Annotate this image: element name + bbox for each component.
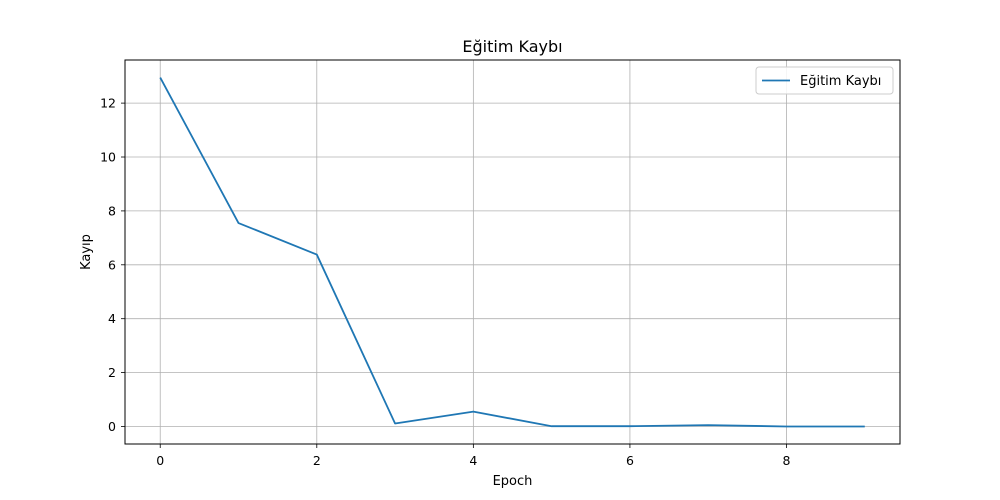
legend-box [755,66,894,95]
x-tick-label: 2 [313,453,321,468]
y-tick-label: 0 [108,419,116,434]
ticks: 0 2 4 6 8 0 2 4 6 8 10 12 [100,96,790,468]
x-tick-label: 4 [469,453,477,468]
x-tick-label: 8 [783,453,791,468]
y-tick-label: 6 [108,257,116,272]
series-layer [159,77,865,428]
y-tick-label: 12 [100,96,116,111]
plot-frame [124,59,901,445]
y-tick-label: 8 [108,203,116,218]
y-tick-label: 10 [100,150,116,165]
x-tick-label: 0 [156,453,164,468]
y-axis-label: Kayıp [79,234,94,270]
chart-title: Eğitim Kaybı [462,37,562,56]
y-tick-label: 2 [108,365,116,380]
x-axis-label: Epoch [493,474,533,489]
series-line [159,77,865,428]
grid [125,60,900,444]
legend-label: Eğitim Kaybı [800,74,881,89]
x-tick-label: 6 [626,453,634,468]
y-tick-label: 4 [108,311,116,326]
legend: Eğitim Kaybı [755,66,894,95]
